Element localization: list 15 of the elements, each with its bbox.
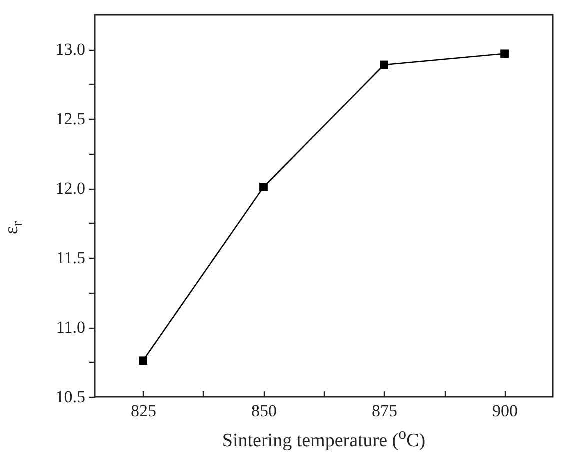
y-tick-label: 13.0 xyxy=(56,40,86,60)
y-tick-label: 11.5 xyxy=(56,248,86,268)
x-tick-label: 850 xyxy=(251,402,277,420)
point xyxy=(260,183,268,192)
point xyxy=(139,356,148,366)
point xyxy=(380,60,388,70)
y-tick-label: 12.5 xyxy=(56,110,86,129)
x-axis-title: Sintering temperature ($^{o}$C) xyxy=(221,426,427,452)
point xyxy=(500,50,509,58)
x-tick-label: 900 xyxy=(492,402,518,420)
y-tick-label: 10.5 xyxy=(56,388,86,406)
x-tick-label: 825 xyxy=(130,402,156,420)
y-tick-label: 11.0 xyxy=(56,318,86,338)
y-tick-label: 12.0 xyxy=(56,179,86,198)
x-tick-label: 875 xyxy=(372,402,398,420)
